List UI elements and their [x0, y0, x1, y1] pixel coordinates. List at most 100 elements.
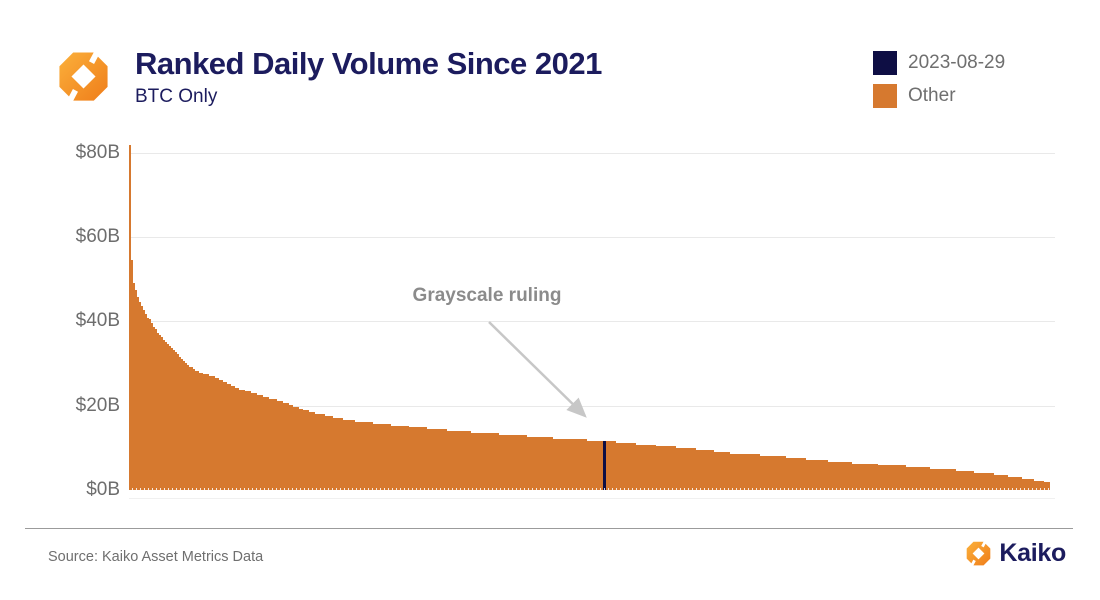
bar — [1006, 474, 1008, 490]
bar — [507, 435, 509, 490]
bar — [313, 412, 315, 490]
bar — [403, 425, 405, 490]
bar — [868, 463, 870, 490]
bar — [361, 421, 363, 490]
bar — [914, 467, 916, 490]
bar — [339, 418, 341, 490]
legend-swatch-other — [873, 84, 897, 108]
bar — [589, 440, 591, 490]
bar — [824, 459, 826, 490]
bar — [808, 459, 810, 490]
bar — [654, 444, 656, 490]
bar — [173, 349, 175, 490]
bar — [916, 467, 918, 490]
bar — [593, 440, 595, 490]
bar — [579, 438, 581, 490]
bar — [990, 472, 992, 490]
bar — [201, 372, 203, 490]
bar — [946, 469, 948, 490]
bar — [846, 461, 848, 490]
bar — [573, 438, 575, 490]
legend: 2023-08-29 Other — [873, 51, 1005, 117]
bar — [992, 472, 994, 490]
bar — [900, 465, 902, 490]
bar — [169, 345, 171, 490]
y-axis-tick-60b: $60B — [75, 226, 120, 247]
bar — [922, 467, 924, 490]
bar — [854, 463, 856, 490]
kaiko-footer-logo-icon — [967, 540, 991, 567]
bar — [439, 429, 441, 490]
bar — [275, 399, 277, 490]
bar — [335, 418, 337, 490]
bar — [493, 433, 495, 490]
bar — [844, 461, 846, 490]
bar — [688, 448, 690, 490]
bar — [259, 395, 261, 490]
bar — [159, 334, 161, 490]
bar — [555, 438, 557, 490]
bar — [185, 363, 187, 490]
bar — [569, 438, 571, 490]
bar — [333, 418, 335, 490]
bar — [870, 463, 872, 490]
bar — [509, 435, 511, 490]
bar — [794, 457, 796, 490]
bar — [495, 433, 497, 490]
bar — [920, 467, 922, 490]
bar — [974, 472, 976, 490]
bar — [924, 467, 926, 490]
bar — [293, 406, 295, 490]
bar — [329, 416, 331, 490]
bar — [848, 461, 850, 490]
bar — [515, 435, 517, 490]
bar — [710, 450, 712, 490]
bar — [970, 471, 972, 490]
bar — [768, 455, 770, 490]
bar — [950, 469, 952, 490]
bar — [646, 444, 648, 490]
bar — [223, 381, 225, 490]
bar — [545, 436, 547, 490]
bar — [610, 440, 612, 490]
bar — [708, 450, 710, 490]
bar — [942, 469, 944, 490]
bar — [541, 436, 543, 490]
bar — [936, 469, 938, 490]
bar — [694, 448, 696, 490]
bar — [577, 438, 579, 490]
y-axis-tick-40b: $40B — [75, 310, 120, 331]
bar — [716, 452, 718, 490]
bar — [197, 370, 199, 490]
bar — [842, 461, 844, 490]
bar — [479, 433, 481, 490]
bar — [1046, 482, 1048, 490]
bar — [994, 474, 996, 490]
bar — [1038, 480, 1040, 490]
legend-label: Other — [908, 85, 956, 106]
bar — [157, 332, 159, 490]
bar — [642, 444, 644, 490]
bar — [876, 463, 878, 490]
bar — [141, 306, 143, 490]
bar — [700, 450, 702, 490]
bar — [940, 469, 942, 490]
bar — [163, 340, 165, 490]
bar — [457, 431, 459, 490]
bar — [822, 459, 824, 490]
bar — [537, 436, 539, 490]
bar — [145, 313, 147, 490]
bar — [497, 433, 499, 490]
bar — [756, 454, 758, 490]
bar — [788, 457, 790, 490]
bar — [297, 406, 299, 490]
bar — [832, 461, 834, 490]
bar — [419, 427, 421, 490]
highlighted-bar — [603, 440, 606, 490]
bar — [341, 418, 343, 490]
kaiko-logo-icon — [56, 46, 111, 107]
bar — [353, 419, 355, 490]
bar — [948, 469, 950, 490]
bar — [265, 397, 267, 490]
bar — [930, 469, 932, 490]
